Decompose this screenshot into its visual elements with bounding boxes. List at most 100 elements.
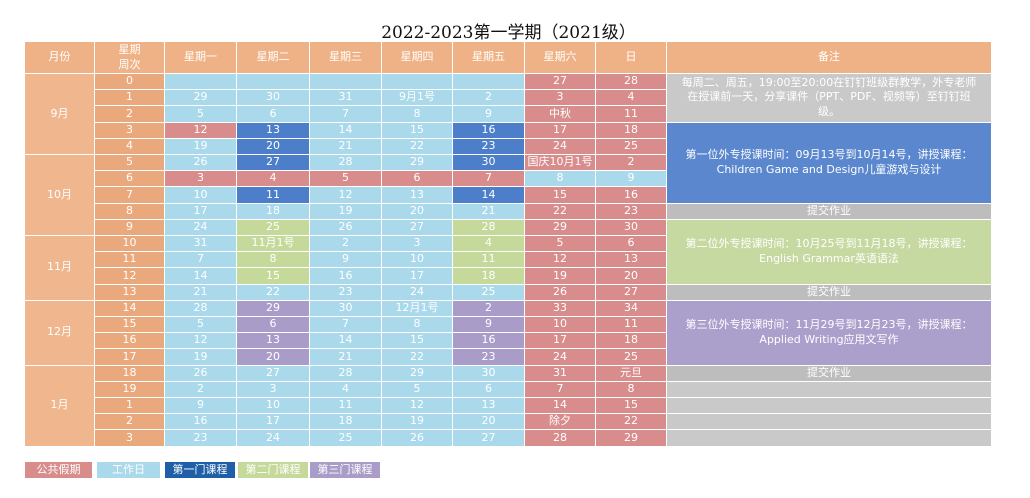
day-cell: 15 bbox=[382, 122, 453, 139]
day-cell: 11 bbox=[596, 317, 667, 334]
day-cell: 7 bbox=[310, 106, 382, 123]
month-cell: 12月 bbox=[25, 300, 95, 366]
day-cell: 30 bbox=[453, 155, 525, 172]
day-cell: 25 bbox=[237, 219, 310, 236]
day-cell: 20 bbox=[382, 203, 453, 220]
day-cell: 19 bbox=[525, 268, 596, 285]
day-cell: 3 bbox=[525, 90, 596, 107]
day-cell: 10 bbox=[525, 317, 596, 334]
day-cell: 11 bbox=[453, 252, 525, 269]
header-cell: 星期 周次 bbox=[95, 42, 165, 74]
day-cell: 5 bbox=[310, 171, 382, 188]
day-cell: 24 bbox=[165, 219, 237, 236]
day-cell: 29 bbox=[237, 300, 310, 317]
day-cell: 25 bbox=[453, 284, 525, 301]
day-cell: 27 bbox=[525, 74, 596, 91]
day-cell: 4 bbox=[310, 381, 382, 398]
day-cell: 29 bbox=[596, 430, 667, 447]
day-cell: 6 bbox=[596, 236, 667, 253]
day-cell: 16 bbox=[453, 333, 525, 350]
day-cell: 13 bbox=[382, 187, 453, 204]
day-cell: 18 bbox=[596, 122, 667, 139]
day-cell: 2 bbox=[453, 300, 525, 317]
day-cell: 5 bbox=[165, 317, 237, 334]
day-cell: 14 bbox=[165, 268, 237, 285]
day-cell: 10 bbox=[237, 398, 310, 415]
week-cell: 5 bbox=[95, 155, 165, 172]
day-cell: 10 bbox=[382, 252, 453, 269]
day-cell: 24 bbox=[382, 284, 453, 301]
header-cell: 月份 bbox=[25, 42, 95, 74]
day-cell: 13 bbox=[237, 122, 310, 139]
day-cell: 5 bbox=[382, 381, 453, 398]
table-title: 2022-2023第一学期（2021级） bbox=[25, 18, 992, 43]
week-cell: 19 bbox=[95, 381, 165, 398]
day-cell: 13 bbox=[596, 252, 667, 269]
week-cell: 1 bbox=[95, 398, 165, 415]
day-cell: 27 bbox=[596, 284, 667, 301]
note-cell bbox=[667, 398, 992, 415]
day-cell: 19 bbox=[165, 138, 237, 155]
header-cell: 星期四 bbox=[382, 42, 453, 74]
day-cell: 3 bbox=[165, 171, 237, 188]
day-cell: 17 bbox=[382, 268, 453, 285]
header-cell: 星期六 bbox=[525, 42, 596, 74]
day-cell: 22 bbox=[382, 349, 453, 366]
day-cell: 9月1号 bbox=[382, 90, 453, 107]
day-cell: 26 bbox=[165, 365, 237, 382]
day-cell: 8 bbox=[382, 106, 453, 123]
day-cell: 14 bbox=[453, 187, 525, 204]
day-cell: 7 bbox=[165, 252, 237, 269]
day-cell: 30 bbox=[596, 219, 667, 236]
day-cell: 20 bbox=[237, 349, 310, 366]
day-cell: 16 bbox=[453, 122, 525, 139]
day-cell: 22 bbox=[525, 203, 596, 220]
day-cell: 14 bbox=[310, 122, 382, 139]
day-cell: 17 bbox=[525, 122, 596, 139]
day-cell: 20 bbox=[237, 138, 310, 155]
day-cell: 31 bbox=[525, 365, 596, 382]
day-cell: 11月1号 bbox=[237, 236, 310, 253]
day-cell: 30 bbox=[237, 90, 310, 107]
day-cell: 18 bbox=[453, 268, 525, 285]
day-cell: 2 bbox=[310, 236, 382, 253]
day-cell: 6 bbox=[453, 381, 525, 398]
week-cell: 4 bbox=[95, 138, 165, 155]
day-cell: 11 bbox=[237, 187, 310, 204]
week-cell: 3 bbox=[95, 122, 165, 139]
week-cell: 0 bbox=[95, 74, 165, 91]
week-cell: 7 bbox=[95, 187, 165, 204]
day-cell: 15 bbox=[596, 398, 667, 415]
day-cell: 23 bbox=[596, 203, 667, 220]
day-cell: 4 bbox=[237, 171, 310, 188]
note-cell: 第二位外专授课时间：10月25号到11月18号，讲授课程：English Gra… bbox=[667, 219, 992, 285]
day-cell: 21 bbox=[165, 284, 237, 301]
month-cell: 1月 bbox=[25, 365, 95, 447]
day-cell: 27 bbox=[237, 155, 310, 172]
day-cell: 24 bbox=[525, 349, 596, 366]
note-cell bbox=[667, 381, 992, 398]
day-cell: 21 bbox=[453, 203, 525, 220]
day-cell: 24 bbox=[525, 138, 596, 155]
day-cell: 12月1号 bbox=[382, 300, 453, 317]
day-cell: 5 bbox=[165, 106, 237, 123]
day-cell: 15 bbox=[382, 333, 453, 350]
day-cell: 17 bbox=[525, 333, 596, 350]
week-cell: 18 bbox=[95, 365, 165, 382]
day-cell: 20 bbox=[596, 268, 667, 285]
day-cell: 27 bbox=[382, 219, 453, 236]
day-cell: 26 bbox=[165, 155, 237, 172]
day-cell: 28 bbox=[453, 219, 525, 236]
day-cell: 30 bbox=[453, 365, 525, 382]
day-cell: 23 bbox=[165, 430, 237, 447]
day-cell: 17 bbox=[237, 414, 310, 431]
day-cell: 国庆10月1号 bbox=[525, 155, 596, 172]
day-cell: 31 bbox=[310, 90, 382, 107]
day-cell: 4 bbox=[596, 90, 667, 107]
day-cell: 7 bbox=[310, 317, 382, 334]
day-cell: 12 bbox=[310, 187, 382, 204]
day-cell: 2 bbox=[165, 381, 237, 398]
day-cell: 18 bbox=[596, 333, 667, 350]
day-cell: 8 bbox=[382, 317, 453, 334]
header-cell: 备注 bbox=[667, 42, 992, 74]
